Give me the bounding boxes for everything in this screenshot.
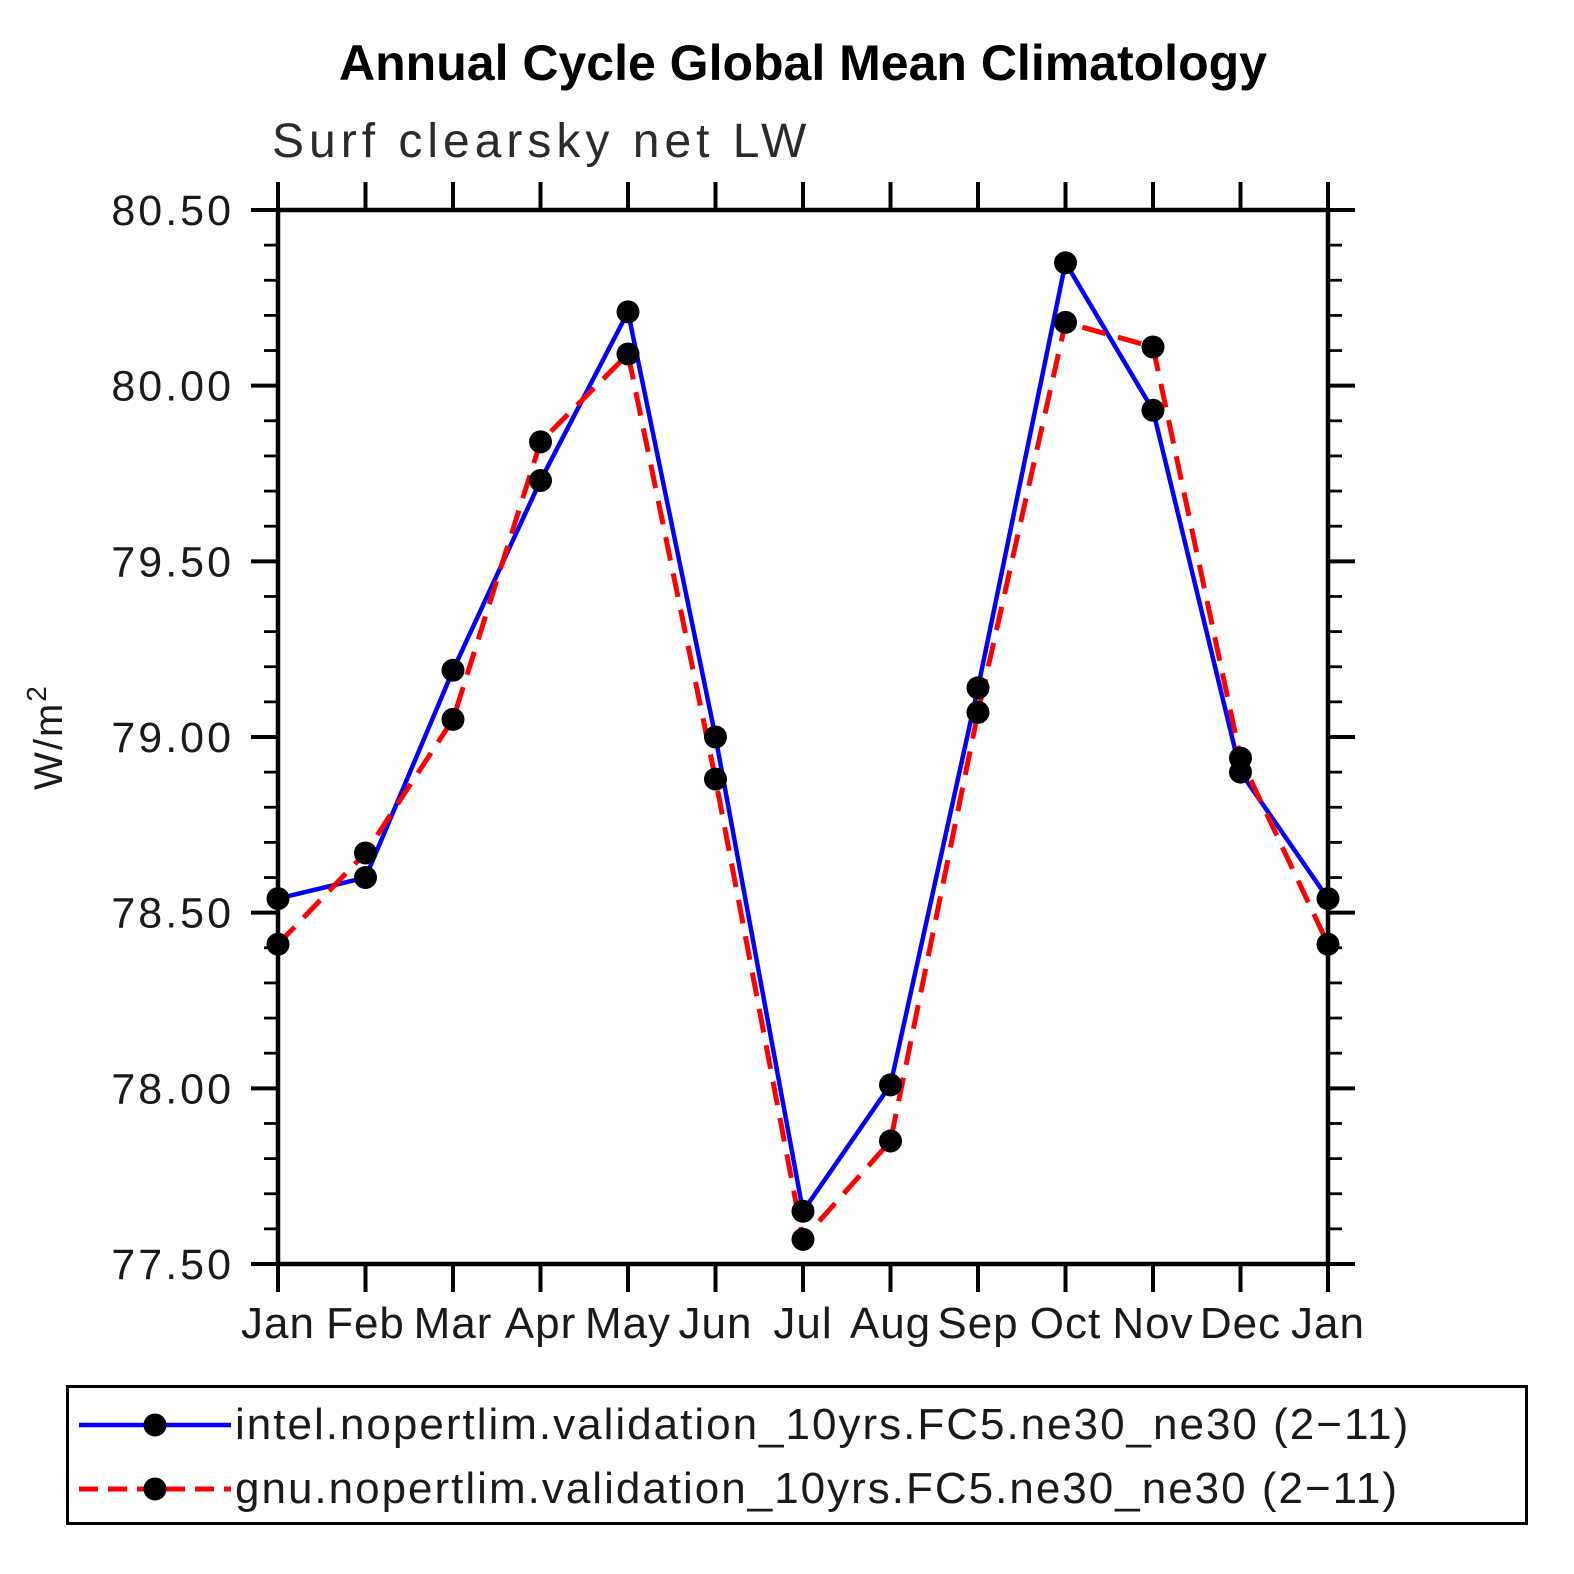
x-tick-label: Dec: [1200, 1299, 1281, 1348]
legend: intel.nopertlim.validation_10yrs.FC5.ne3…: [66, 1385, 1528, 1525]
data-point-marker: [1316, 887, 1340, 911]
data-point-marker: [529, 469, 552, 493]
data-point-marker: [1054, 310, 1077, 334]
legend-label-gnu: gnu.nopertlim.validation_10yrs.FC5.ne30_…: [235, 1464, 1399, 1513]
data-point-marker: [879, 1073, 902, 1097]
legend-line-sample-gnu: [79, 1477, 231, 1501]
y-tick-label: 79.00: [111, 714, 234, 762]
data-point-marker: [441, 707, 465, 731]
legend-line-sample-intel: [79, 1413, 231, 1437]
x-tick-label: Jan: [241, 1299, 315, 1348]
chart-subtitle: Surf clearsky net LW: [272, 115, 812, 168]
y-tick-label: 77.50: [111, 1241, 234, 1289]
x-tick-label: Nov: [1112, 1299, 1193, 1348]
data-point-marker: [616, 342, 640, 366]
legend-label-intel: intel.nopertlim.validation_10yrs.FC5.ne3…: [235, 1400, 1411, 1449]
x-tick-label: Aug: [850, 1299, 931, 1348]
legend-sample-marker: [143, 1477, 167, 1501]
legend-sample-marker: [143, 1413, 167, 1437]
data-point-marker: [441, 658, 465, 682]
y-axis-title: W/m2: [21, 684, 71, 790]
y-tick-label: 80.50: [111, 187, 234, 235]
data-point-marker: [966, 676, 990, 700]
y-tick-label: 79.50: [111, 538, 234, 586]
data-point-marker: [354, 866, 377, 890]
gnu-line: [276, 319, 1331, 1242]
x-tick-label: Feb: [326, 1299, 405, 1348]
chart-title: Annual Cycle Global Mean Climatology: [339, 35, 1267, 91]
y-tick-label: 78.50: [111, 890, 234, 938]
y-tick-label: 80.00: [111, 363, 234, 411]
data-point-marker: [354, 841, 377, 865]
data-point-marker: [791, 1199, 815, 1223]
x-tick-label: Apr: [505, 1299, 576, 1348]
y-tick-label: 78.00: [111, 1065, 234, 1113]
legend-row-gnu: gnu.nopertlim.validation_10yrs.FC5.ne30_…: [69, 1457, 1525, 1521]
x-tick-label: May: [585, 1299, 671, 1348]
intel-line: [277, 260, 1330, 1214]
data-point-marker: [966, 700, 990, 724]
x-tick-label: Jan: [1291, 1299, 1365, 1348]
x-tick-label: Jul: [773, 1299, 832, 1348]
x-tick-label: Mar: [414, 1299, 493, 1348]
data-point-marker: [791, 1227, 815, 1251]
data-point-marker: [704, 767, 727, 791]
data-point-marker: [266, 932, 290, 956]
data-point-marker: [1141, 398, 1165, 422]
data-point-marker: [1316, 932, 1340, 956]
x-tick-label: Oct: [1030, 1299, 1101, 1348]
data-point-marker: [879, 1129, 902, 1153]
plot-frame: [275, 207, 1331, 1267]
x-tick-label: Jun: [679, 1299, 753, 1348]
data-point-marker: [1229, 746, 1252, 770]
data-point-marker: [1054, 251, 1077, 275]
data-point-marker: [704, 725, 727, 749]
legend-row-intel: intel.nopertlim.validation_10yrs.FC5.ne3…: [69, 1393, 1525, 1457]
x-tick-label: Sep: [937, 1299, 1018, 1348]
data-point-marker: [529, 430, 552, 454]
data-point-marker: [266, 887, 290, 911]
data-point-marker: [616, 300, 640, 324]
data-point-marker: [1141, 335, 1165, 359]
